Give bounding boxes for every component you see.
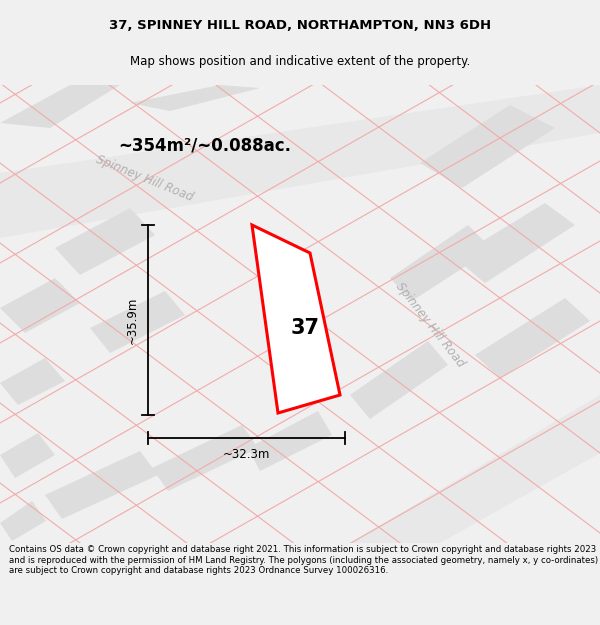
Polygon shape xyxy=(0,358,65,405)
Polygon shape xyxy=(420,105,555,188)
Polygon shape xyxy=(455,203,575,283)
Text: 37, SPINNEY HILL ROAD, NORTHAMPTON, NN3 6DH: 37, SPINNEY HILL ROAD, NORTHAMPTON, NN3 … xyxy=(109,19,491,32)
Polygon shape xyxy=(0,85,600,238)
Polygon shape xyxy=(90,291,185,353)
Text: Map shows position and indicative extent of the property.: Map shows position and indicative extent… xyxy=(130,55,470,68)
Text: 37: 37 xyxy=(290,318,320,338)
Polygon shape xyxy=(0,433,55,478)
Polygon shape xyxy=(152,425,258,491)
Polygon shape xyxy=(130,85,260,111)
Text: ~32.3m: ~32.3m xyxy=(223,449,270,461)
Text: Spinney Hill Road: Spinney Hill Road xyxy=(393,280,467,370)
Polygon shape xyxy=(350,395,600,543)
Polygon shape xyxy=(350,341,448,419)
Text: ~354m²/~0.088ac.: ~354m²/~0.088ac. xyxy=(119,136,292,154)
Polygon shape xyxy=(475,298,590,378)
Text: Contains OS data © Crown copyright and database right 2021. This information is : Contains OS data © Crown copyright and d… xyxy=(9,546,598,575)
Polygon shape xyxy=(0,278,80,333)
Text: ~35.9m: ~35.9m xyxy=(125,296,139,344)
Polygon shape xyxy=(0,501,46,541)
Polygon shape xyxy=(0,85,120,128)
Polygon shape xyxy=(252,225,340,413)
Text: Spinney Hill Road: Spinney Hill Road xyxy=(94,152,196,204)
Polygon shape xyxy=(55,208,155,275)
Polygon shape xyxy=(390,225,492,301)
Polygon shape xyxy=(248,411,332,471)
Polygon shape xyxy=(45,451,158,519)
